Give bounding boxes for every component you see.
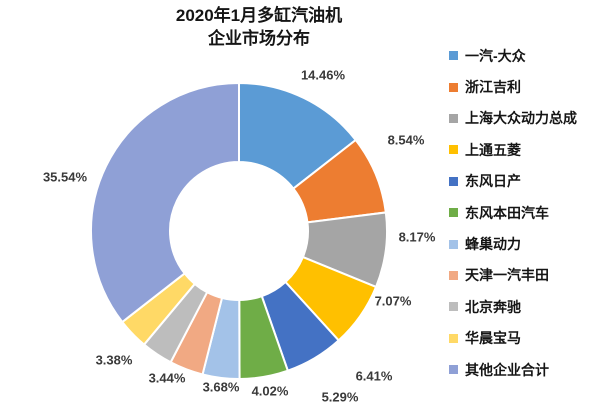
chart-title-line1: 2020年1月多缸汽油机 [175, 6, 343, 25]
legend-item-5: 东风本田汽车 [449, 197, 577, 228]
legend-marker-icon [449, 51, 458, 61]
legend-label: 北京奔驰 [465, 298, 521, 315]
legend-item-3: 上通五菱 [449, 134, 577, 165]
chart-legend: 一汽-大众浙江吉利上海大众动力总成 上通五菱东风日产东风本田汽车 蜂巢动力天津一汽丰… [449, 40, 577, 385]
legend-item-8: 北京奔驰 [449, 291, 577, 322]
legend-label: 上海大众动力总成 [465, 110, 577, 127]
slice-label-6: 4.02% [251, 383, 289, 399]
legend-marker-icon [449, 208, 458, 218]
legend-item-9: 华晨宝马 [449, 323, 577, 354]
legend-item-2: 上海大众动力总成 [449, 103, 577, 134]
legend-label: 天津一汽丰田 [465, 267, 549, 284]
chart-title: 2020年1月多缸汽油机 企业市场分布 [98, 4, 420, 50]
slice-label-5: 5.29% [321, 389, 359, 405]
legend-item-0: 一汽-大众 [449, 40, 577, 71]
legend-label: 东风本田汽车 [465, 204, 549, 221]
legend-label: 华晨宝马 [465, 330, 521, 347]
legend-label: 浙江吉利 [465, 79, 521, 96]
legend-marker-icon [449, 145, 458, 155]
legend-item-10: 其他企业合计 [449, 354, 577, 385]
chart-title-line2: 企业市场分布 [208, 29, 310, 48]
legend-label: 一汽-大众 [465, 47, 526, 64]
slice-label-7: 3.68% [202, 379, 240, 395]
legend-label: 东风日产 [465, 173, 521, 190]
legend-label: 上通五菱 [465, 141, 521, 158]
legend-marker-icon [449, 270, 458, 280]
slice-label-9: 3.38% [95, 352, 133, 368]
legend-label: 其他企业合计 [465, 361, 549, 378]
legend-item-6: 蜂巢动力 [449, 228, 577, 259]
legend-marker-icon [449, 365, 458, 375]
legend-item-4: 东风日产 [449, 166, 577, 197]
slice-label-1: 8.54% [387, 132, 425, 148]
slice-label-0: 14.46% [300, 67, 346, 83]
legend-item-7: 天津一汽丰田 [449, 260, 577, 291]
legend-marker-icon [449, 239, 458, 249]
slice-label-3: 7.07% [374, 293, 412, 309]
legend-marker-icon [449, 176, 458, 186]
legend-marker-icon [449, 302, 458, 312]
legend-label: 蜂巢动力 [465, 236, 521, 253]
legend-marker-icon [449, 82, 458, 92]
slice-label-2: 8.17% [398, 229, 436, 245]
slice-label-10: 35.54% [42, 169, 88, 185]
pie-slice-10 [90, 82, 240, 323]
legend-marker-icon [449, 333, 458, 343]
legend-marker-icon [449, 113, 458, 123]
legend-item-1: 浙江吉利 [449, 71, 577, 102]
slice-label-8: 3.44% [148, 370, 186, 386]
slice-label-4: 6.41% [355, 368, 393, 384]
